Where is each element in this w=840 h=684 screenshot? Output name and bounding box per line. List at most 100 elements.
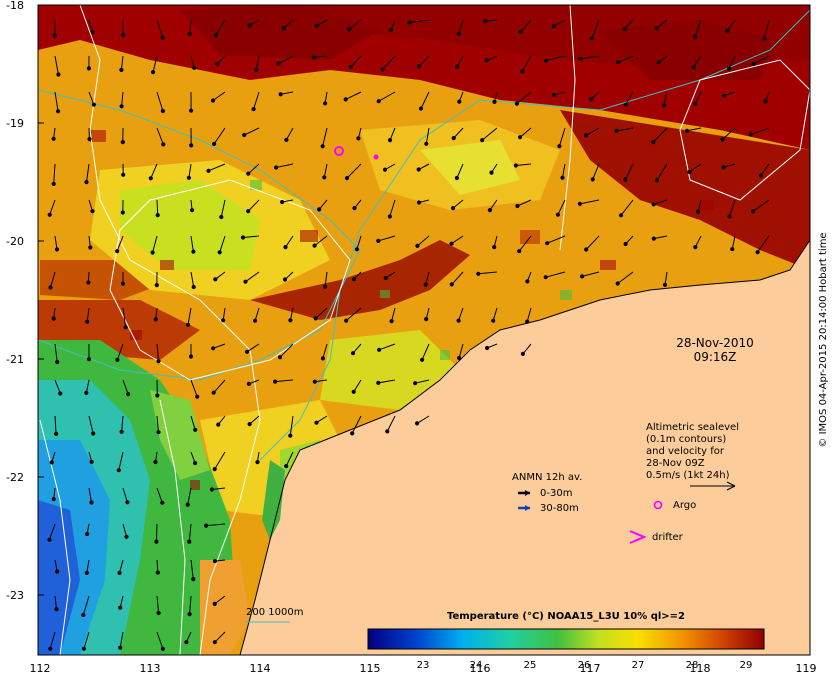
lon-label: 115 [360,662,381,675]
velocity-arrow-head [190,109,193,112]
velocity-arrow-head [214,278,217,281]
velocity-arrow-head [357,137,360,140]
velocity-arrow-head [285,465,288,468]
velocity-arrow-head [694,246,697,249]
altimetric-line: 28-Nov 09Z [646,458,705,469]
velocity-arrow-head [351,352,354,355]
velocity-arrow-head [278,356,281,359]
velocity-arrow-head [52,182,55,185]
velocity-arrow-head [352,390,355,393]
velocity-arrow-head [55,432,58,435]
velocity-arrow-head [52,137,55,140]
velocity-arrow-head [48,213,51,216]
velocity-arrow-head [693,35,696,38]
velocity-arrow-head [116,250,119,253]
velocity-arrow-head [192,285,195,288]
velocity-arrow-head [52,317,55,320]
velocity-arrow-head [248,423,251,426]
velocity-arrow-head [484,20,487,23]
velocity-arrow-head [157,360,160,363]
velocity-arrow-head [192,578,195,581]
velocity-arrow-head [248,24,251,27]
velocity-arrow-head [414,382,417,385]
velocity-arrow-head [161,647,164,650]
velocity-arrow-head [655,179,658,182]
velocity-arrow-head [56,360,59,363]
velocity-arrow-head [652,237,655,240]
velocity-arrow-head [584,134,587,137]
velocity-arrow-head [55,608,58,611]
velocity-arrow-head [49,647,52,650]
velocity-arrow-head [552,25,555,28]
velocity-arrow-head [191,209,194,212]
velocity-arrow-head [154,318,157,321]
velocity-arrow-head [516,204,519,207]
velocity-arrow-head [615,129,618,132]
velocity-arrow-head [213,602,216,605]
velocity-arrow-head [50,461,53,464]
velocity-arrow-head [526,320,529,323]
velocity-arrow-head [255,68,258,71]
velocity-arrow-head [616,61,619,64]
velocity-arrow-head [417,201,420,204]
velocity-arrow-head [55,248,58,251]
colorbar-title: Temperature (°C) NOAA15_L3U 10% ql>=2 [447,611,685,622]
velocity-arrow-head [247,382,250,385]
velocity-arrow-head [355,248,358,251]
velocity-arrow-head [544,276,547,279]
velocity-arrow-head [452,207,455,210]
velocity-arrow-head [324,102,327,105]
velocity-arrow-head [213,468,216,471]
velocity-arrow-head [349,65,352,68]
altimetric-line: and velocity for [646,446,725,457]
altimetric-line: (0.1m contours) [646,434,726,445]
velocity-arrow-head [207,169,210,172]
velocity-arrow-head [723,94,726,97]
velocity-arrow-head [189,355,192,358]
velocity-arrow-head [210,488,213,491]
colorbar-tick: 26 [578,660,591,671]
velocity-arrow-head [425,318,428,321]
velocity-arrow-head [313,380,316,383]
velocity-arrow-head [82,647,85,650]
velocity-arrow-head [578,202,581,205]
velocity-arrow-head [274,380,277,383]
velocity-arrow-head [425,142,428,145]
velocity-arrow-head [416,244,419,247]
velocity-arrow-head [214,34,217,37]
velocity-arrow-head [53,34,56,37]
velocity-arrow-head [315,24,318,27]
velocity-arrow-head [161,501,164,504]
velocity-arrow-head [519,30,522,33]
velocity-arrow [156,524,157,542]
colorbar-tick: 24 [470,660,483,671]
velocity-arrow-head [121,282,124,285]
velocity-arrow-head [351,432,354,435]
velocity-arrow-head [344,98,347,101]
velocity-arrow-head [49,286,52,289]
velocity-arrow-head [352,278,355,281]
velocity-arrow-head [157,431,160,434]
velocity-arrow-head [82,613,85,616]
velocity-arrow-head [493,100,496,103]
velocity-arrow-head [205,524,208,527]
velocity-arrow-head [492,319,495,322]
velocity-arrow-head [122,173,125,176]
velocity-arrow-head [485,59,488,62]
velocity-arrow-head [657,61,660,64]
velocity-arrow-head [624,178,627,181]
velocity-arrow-head [313,244,316,247]
velocity-arrow-head [488,209,491,212]
velocity-arrow-head [92,103,95,106]
lon-label: 112 [30,662,51,675]
velocity-arrow-head [348,28,351,31]
velocity-arrow-head [457,32,460,35]
velocity-arrow-head [764,100,767,103]
velocity-arrow-head [388,139,391,142]
velocity-arrow-head [187,176,190,179]
velocity-arrow-head [390,28,393,31]
map-area [38,5,810,655]
velocity-arrow-head [188,613,191,616]
velocity-arrow-head [185,641,188,644]
velocity-arrow-head [315,421,318,424]
